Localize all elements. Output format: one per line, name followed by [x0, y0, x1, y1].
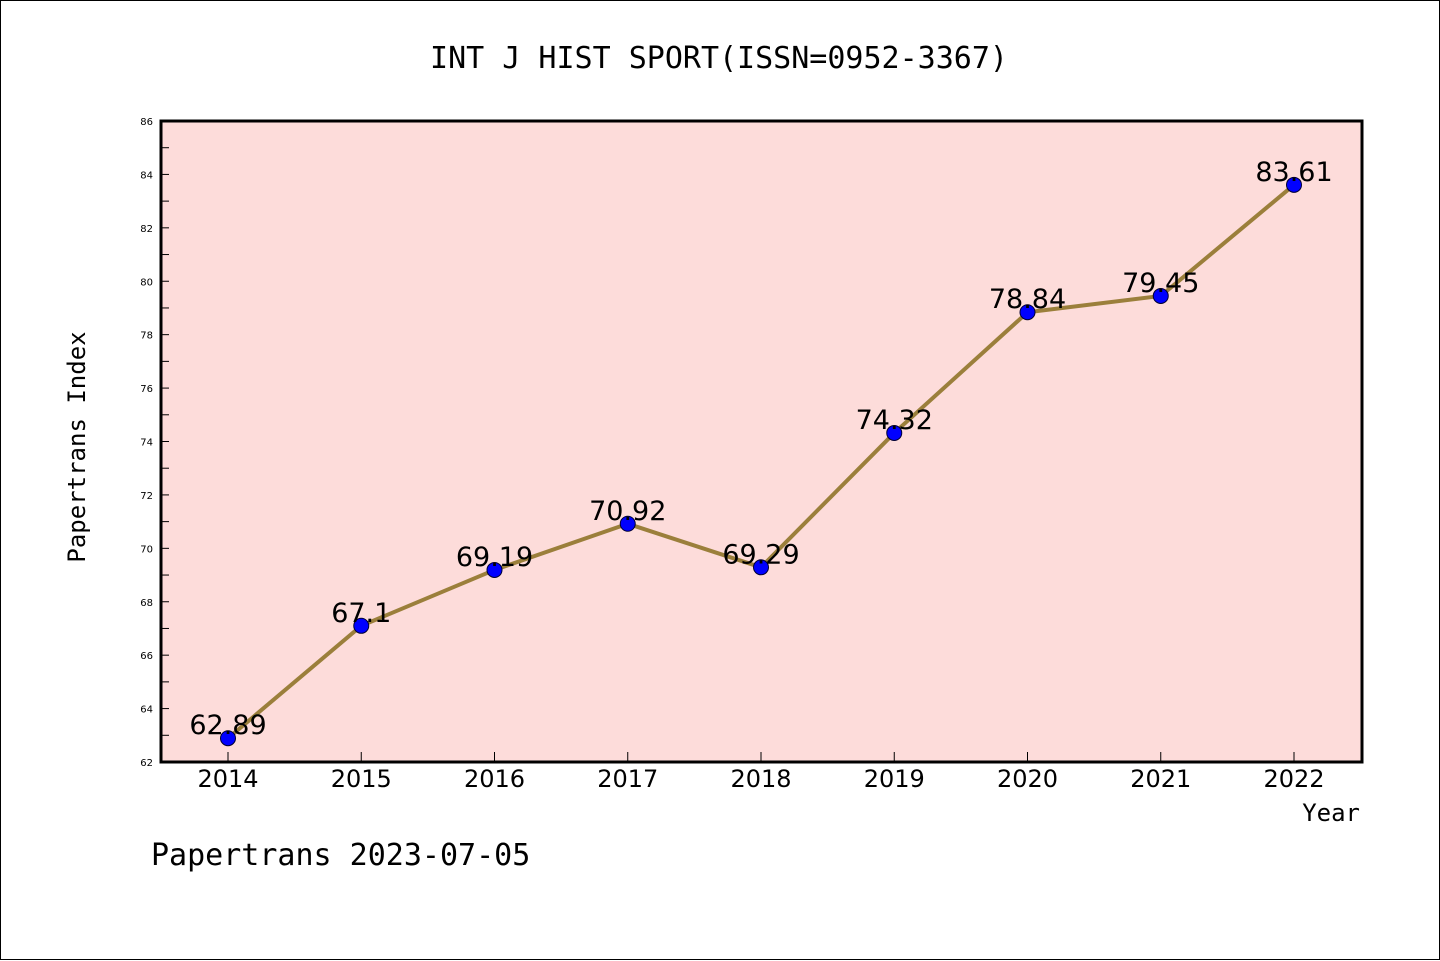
- data-label: 69.19: [456, 542, 533, 573]
- data-label: 62.89: [189, 710, 266, 741]
- x-axis: 2014 2015 2016 2017 2018 2019 2020 2021 2022: [197, 752, 1325, 793]
- x-tick-label: 2020: [997, 765, 1058, 793]
- data-label: 69.29: [722, 539, 799, 570]
- data-point: [1019, 304, 1036, 321]
- y-tick-label: 72: [140, 491, 153, 502]
- y-tick-label: 64: [140, 705, 153, 716]
- x-tick-label: 2022: [1263, 765, 1324, 793]
- y-tick-label: 70: [140, 544, 153, 555]
- data-label: 70.92: [589, 496, 666, 527]
- x-tick-label: 2014: [197, 765, 258, 793]
- data-point: [619, 515, 636, 532]
- y-tick-label: 84: [140, 170, 153, 181]
- y-tick-label: 76: [140, 384, 153, 395]
- x-tick-label: 2016: [464, 765, 525, 793]
- y-axis: 62 64 66 68 70 72 74 76 78 80 82 84 86: [140, 117, 169, 769]
- data-labels-group: 62.89 67.1 69.19 70.92 69.29 74.32 78.84 79.45 8…: [189, 157, 1332, 741]
- y-tick-label: 78: [140, 331, 153, 342]
- y-tick-label: 62: [140, 758, 153, 769]
- y-tick-label: 74: [140, 438, 153, 449]
- y-tick-label: 82: [140, 224, 153, 235]
- y-axis-title: Papertrans Index: [63, 331, 91, 562]
- data-point: [753, 559, 769, 576]
- y-tick-label: 86: [140, 117, 153, 128]
- x-tick-label: 2017: [597, 765, 658, 793]
- data-point: [486, 561, 503, 578]
- data-point: [353, 617, 370, 634]
- y-tick-label: 68: [140, 598, 153, 609]
- x-axis-title: Year: [1302, 799, 1360, 827]
- y-tick-label: 66: [140, 651, 153, 662]
- data-point: [886, 424, 903, 441]
- data-label: 79.45: [1122, 268, 1199, 299]
- markers-group: [220, 176, 1302, 747]
- data-label: 74.32: [856, 405, 933, 436]
- x-tick-label: 2019: [864, 765, 925, 793]
- data-point: [1286, 176, 1302, 193]
- data-label: 83.61: [1255, 157, 1332, 188]
- y-tick-label: 80: [140, 277, 153, 288]
- data-point: [220, 730, 236, 747]
- x-tick-label: 2015: [331, 765, 392, 793]
- data-label: 78.84: [989, 284, 1066, 315]
- chart-title: INT J HIST SPORT(ISSN=0952-3367): [430, 41, 1008, 76]
- footer-text: Papertrans 2023-07-05: [151, 838, 530, 873]
- x-tick-label: 2018: [730, 765, 791, 793]
- plot-area: [159, 119, 1364, 764]
- x-tick-label: 2021: [1130, 765, 1191, 793]
- data-point: [1152, 287, 1169, 304]
- data-label: 67.1: [331, 598, 391, 629]
